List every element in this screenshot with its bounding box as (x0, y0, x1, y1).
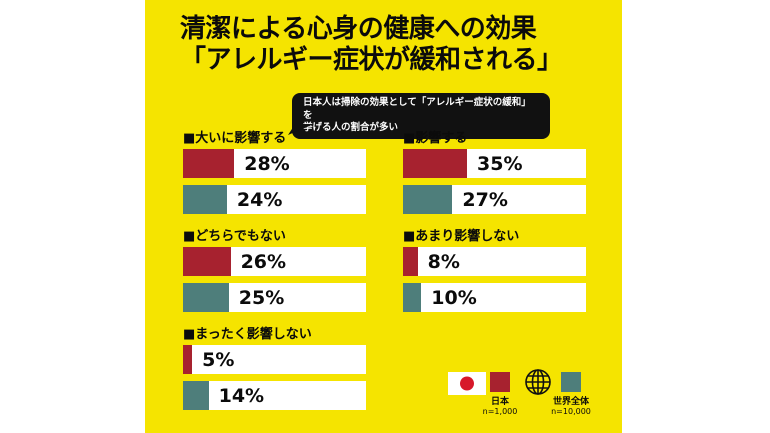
bar-value-label: 25% (238, 286, 285, 309)
japan-color-swatch (490, 372, 510, 392)
chart-group-little-affect: ■あまり影響しない 8% 10% (403, 229, 586, 312)
bar-value-label: 14% (218, 384, 265, 407)
bar-fill-japan (403, 149, 468, 178)
bar-fill-japan (183, 345, 193, 374)
bar-fill-world (183, 185, 227, 214)
chart-group-neither: ■どちらでもない 26% 25% (183, 229, 366, 312)
bar-fill-world (403, 283, 422, 312)
bar-world: 27% (403, 185, 586, 214)
legend-label-japan: 日本 (490, 397, 509, 407)
legend-item-japan: 日本 n=1,000 (478, 372, 522, 416)
legend-n-world: n=10,000 (551, 407, 591, 416)
bar-value-label: 8% (427, 250, 460, 273)
bar-japan: 5% (183, 345, 366, 374)
bar-fill-world (403, 185, 453, 214)
bar-value-label: 26% (240, 250, 287, 273)
globe-icon (525, 369, 551, 395)
chart-group-greatly-affects: ■大いに影響する 28% 24% (183, 131, 366, 214)
legend-item-world: 世界全体 n=10,000 (549, 372, 593, 416)
bar-fill-japan (183, 247, 231, 276)
category-label: ■大いに影響する (183, 131, 287, 146)
callout-bubble: 日本人は掃除の効果として「アレルギー症状の緩和」を 挙げる人の割合が多い (292, 93, 550, 139)
page-title-line2: 「アレルギー症状が緩和される」 (180, 45, 563, 75)
bar-value-label: 5% (202, 348, 235, 371)
world-color-swatch (561, 372, 581, 392)
callout-line1: 日本人は掃除の効果として「アレルギー症状の緩和」を (303, 97, 531, 121)
bar-japan: 28% (183, 149, 366, 178)
page-title: 清潔による心身の健康への効果 「アレルギー症状が緩和される」 (180, 14, 563, 76)
page-title-line1: 清潔による心身の健康への効果 (180, 14, 537, 44)
bar-world: 14% (183, 381, 366, 410)
bar-japan: 26% (183, 247, 366, 276)
legend-label-world: 世界全体 (552, 397, 589, 407)
bar-japan: 35% (403, 149, 586, 178)
bar-value-label: 27% (462, 188, 508, 211)
category-label: ■あまり影響しない (403, 229, 520, 244)
bar-fill-world (183, 283, 229, 312)
callout-bubble-tail (288, 124, 314, 135)
bar-value-label: 35% (477, 152, 523, 175)
legend-n-japan: n=1,000 (482, 407, 518, 416)
callout-line2: 挙げる人の割合が多い (303, 122, 399, 133)
category-label: ■どちらでもない (183, 229, 286, 244)
bar-japan: 8% (403, 247, 586, 276)
bar-fill-japan (183, 149, 235, 178)
category-label: ■影響する (403, 131, 468, 146)
japan-flag-icon (448, 372, 486, 395)
bar-fill-world (183, 381, 209, 410)
bar-value-label: 10% (431, 286, 477, 309)
chart-group-no-affect: ■まったく影響しない 5% 14% (183, 327, 366, 410)
chart-group-affects: ■影響する 35% 27% (403, 131, 586, 214)
category-label: ■まったく影響しない (183, 327, 312, 342)
bar-world: 25% (183, 283, 366, 312)
bar-value-label: 28% (244, 152, 290, 175)
bar-world: 24% (183, 185, 366, 214)
yellow-panel: 清潔による心身の健康への効果 「アレルギー症状が緩和される」 日本人は掃除の効果と… (145, 0, 622, 433)
bar-value-label: 24% (236, 188, 283, 211)
bar-fill-japan (403, 247, 418, 276)
bar-world: 10% (403, 283, 586, 312)
